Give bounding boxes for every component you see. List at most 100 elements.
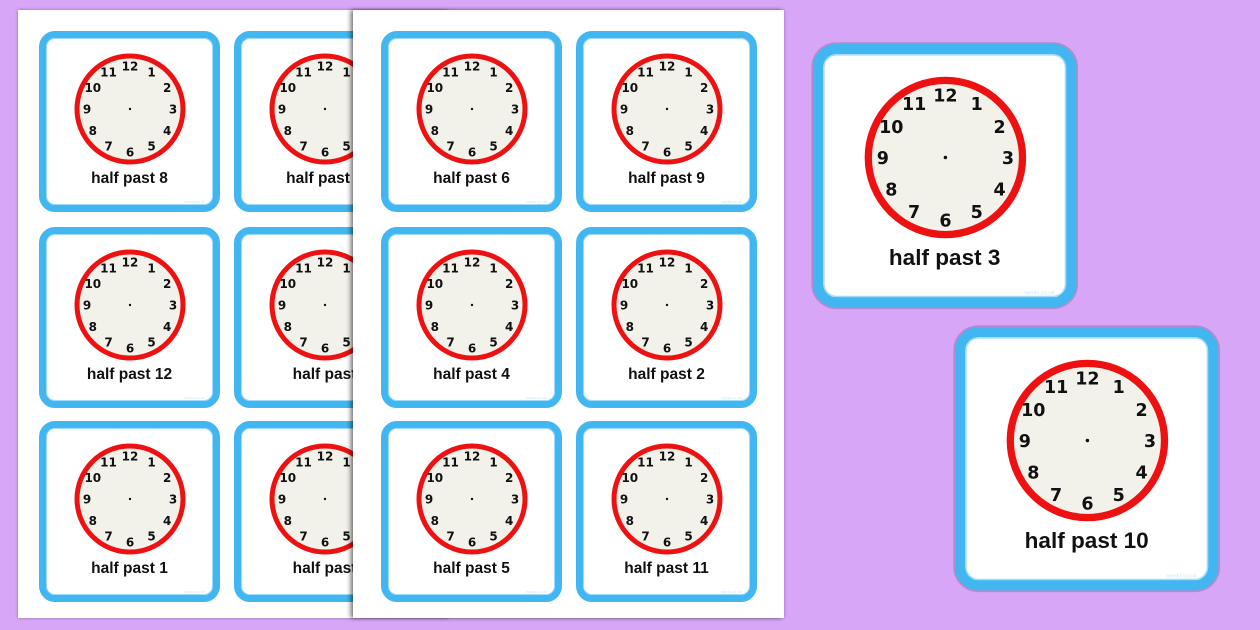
clock-number: 10 xyxy=(84,277,101,291)
clock-number: 10 xyxy=(879,118,903,138)
clock-number: 8 xyxy=(431,124,439,138)
clock-number: 7 xyxy=(299,140,307,154)
clock-center-dot xyxy=(665,303,669,307)
clock-number: 3 xyxy=(1002,149,1014,169)
clock-number: 1 xyxy=(489,261,497,275)
clock-number: 7 xyxy=(641,530,649,544)
clock-number: 7 xyxy=(446,336,454,350)
clock-number: 10 xyxy=(84,471,101,485)
clock-number: 6 xyxy=(126,342,134,356)
clock-number: 2 xyxy=(1135,401,1147,421)
clock-number: 5 xyxy=(489,140,497,154)
clock-number: 5 xyxy=(342,530,350,544)
clock-number: 4 xyxy=(505,124,513,138)
clock-center-dot xyxy=(943,155,948,160)
clock-center-dot xyxy=(665,497,669,501)
clock-number: 10 xyxy=(426,81,443,95)
clock-number: 12 xyxy=(1075,369,1099,389)
clock-card: 12 1 2 3 4 5 6 7 8 9 10 11 half past 4 twinkl.co.uk xyxy=(381,227,562,408)
clock-number: 11 xyxy=(637,65,654,79)
clock-number: 3 xyxy=(511,103,519,117)
clock-number: 9 xyxy=(1019,432,1031,452)
card-label: half past 2 xyxy=(628,366,705,383)
clock-number: 6 xyxy=(939,212,951,232)
clock-number: 5 xyxy=(147,336,155,350)
clock-number: 5 xyxy=(489,530,497,544)
clock-number: 6 xyxy=(468,342,476,356)
clock-number: 3 xyxy=(706,299,714,313)
clock-number: 2 xyxy=(700,81,708,95)
clock-center-dot xyxy=(470,107,474,111)
clock-number: 3 xyxy=(706,103,714,117)
watermark: twinkl.co.uk xyxy=(721,589,742,594)
clock-card: 12 1 2 3 4 5 6 7 8 9 10 11 half past 6 twinkl.co.uk xyxy=(381,31,562,212)
clock-number: 4 xyxy=(505,514,513,528)
clock-center-dot xyxy=(128,107,132,111)
clock-number: 6 xyxy=(468,146,476,160)
card-label: half past xyxy=(292,560,357,577)
clock-number: 9 xyxy=(83,299,91,313)
clock-card: 12 1 2 3 4 5 6 7 8 9 10 11 half past 1 twinkl.co.uk xyxy=(39,421,220,602)
clock-number: 9 xyxy=(425,493,433,507)
clock-number: 9 xyxy=(83,493,91,507)
clock-number: 2 xyxy=(505,81,513,95)
clock-number: 8 xyxy=(89,514,97,528)
clock-number: 9 xyxy=(278,299,286,313)
clock-number: 9 xyxy=(620,493,628,507)
clock-number: 3 xyxy=(169,103,177,117)
clock-number: 5 xyxy=(147,530,155,544)
watermark: twinkl.co.uk xyxy=(526,395,547,400)
clock-number: 5 xyxy=(1113,486,1125,506)
card-label: half past 5 xyxy=(433,560,510,577)
clock-number: 7 xyxy=(299,530,307,544)
clock-number: 6 xyxy=(321,342,329,356)
clock-number: 2 xyxy=(163,277,171,291)
clock-number: 1 xyxy=(342,65,350,79)
watermark: twinkl.co.uk xyxy=(1024,288,1055,296)
clock-number: 8 xyxy=(626,320,634,334)
clock-number: 8 xyxy=(1027,463,1039,483)
clock-number: 1 xyxy=(1113,378,1125,398)
card-label: half past 9 xyxy=(628,170,705,187)
card-label: half past 8 xyxy=(91,170,168,187)
clock-center-dot xyxy=(323,107,327,111)
watermark: twinkl.co.uk xyxy=(721,395,742,400)
clock-number: 6 xyxy=(663,342,671,356)
clock-number: 4 xyxy=(163,320,171,334)
clock-number: 1 xyxy=(147,65,155,79)
clock-number: 5 xyxy=(684,336,692,350)
clock-center-dot xyxy=(128,303,132,307)
clock-number: 1 xyxy=(684,65,692,79)
front-worksheet-page: 12 1 2 3 4 5 6 7 8 9 10 11 half past 6 twinkl.co.uk 12… xyxy=(353,10,784,618)
clock-number: 11 xyxy=(1044,378,1068,398)
clock-number: 11 xyxy=(442,261,459,275)
clock-center-dot xyxy=(470,497,474,501)
clock-card: 12 1 2 3 4 5 6 7 8 9 10 11 half past 3 twinkl.co.uk xyxy=(813,44,1077,308)
clock-number: 6 xyxy=(1081,495,1093,515)
clock-number: 8 xyxy=(885,180,897,200)
clock-card: 12 1 2 3 4 5 6 7 8 9 10 11 half past 11 twinkl.co.uk xyxy=(576,421,757,602)
card-label: half past 3 xyxy=(888,246,1001,271)
clock-number: 11 xyxy=(295,261,312,275)
clock-number: 9 xyxy=(425,299,433,313)
clock-card: 12 1 2 3 4 5 6 7 8 9 10 11 half past 8 twinkl.co.uk xyxy=(39,31,220,212)
card-label: half past 1 xyxy=(91,560,168,577)
clock-number: 1 xyxy=(147,261,155,275)
clock-card: 12 1 2 3 4 5 6 7 8 9 10 11 half past 12 twinkl.co.uk xyxy=(39,227,220,408)
clock-number: 7 xyxy=(1050,486,1062,506)
clock-number: 2 xyxy=(505,471,513,485)
clock-number: 12 xyxy=(122,450,139,464)
clock-center-dot xyxy=(323,497,327,501)
clock-number: 11 xyxy=(637,455,654,469)
card-label: half past 11 xyxy=(624,560,709,577)
clock-number: 7 xyxy=(446,140,454,154)
clock-number: 12 xyxy=(122,60,139,74)
clock-number: 11 xyxy=(442,455,459,469)
clock-number: 5 xyxy=(342,336,350,350)
clock-number: 9 xyxy=(620,299,628,313)
clock-number: 7 xyxy=(446,530,454,544)
